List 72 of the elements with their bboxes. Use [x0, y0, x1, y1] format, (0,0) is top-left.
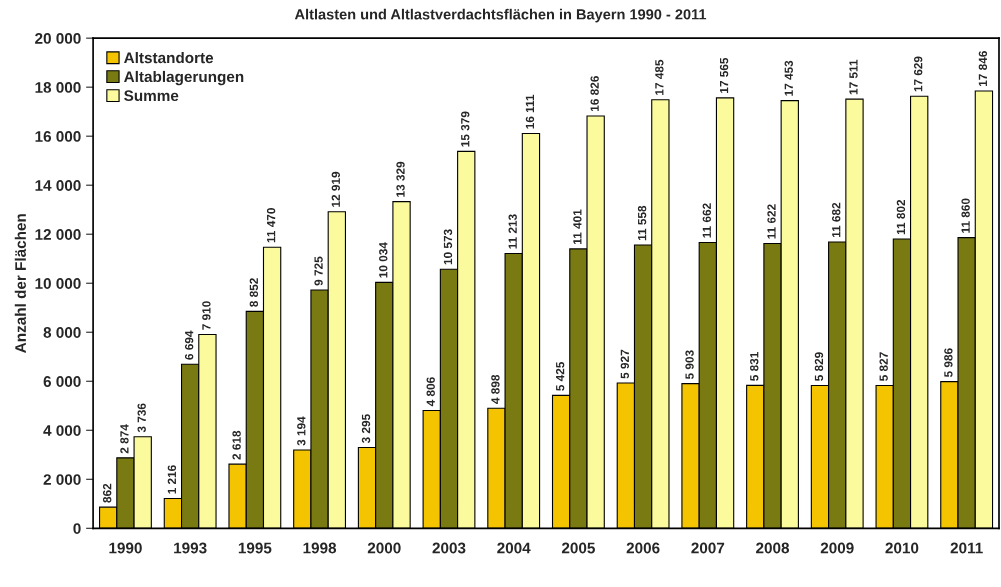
data-label: 5 903 [685, 350, 694, 380]
x-tick-label: 2004 [497, 542, 531, 554]
x-tick-label: 2010 [885, 542, 919, 554]
data-label: 17 629 [914, 56, 923, 92]
legend-label: Summe [124, 90, 179, 102]
data-label: 4 898 [491, 374, 500, 404]
data-label: 10 573 [443, 229, 453, 265]
x-tick-label: 1995 [238, 542, 272, 554]
y-tick-label: 4 000 [43, 425, 81, 436]
data-label: 12 919 [331, 171, 340, 207]
data-label: 6 694 [184, 330, 194, 360]
y-tick-label: 18 000 [35, 82, 81, 93]
data-label: 11 662 [702, 203, 711, 238]
data-label: 17 453 [784, 60, 793, 96]
data-label: 5 827 [879, 352, 888, 381]
legend-label: Altablagerungen [124, 70, 244, 86]
data-label: 5 927 [620, 349, 630, 379]
data-label: 11 470 [266, 208, 276, 243]
data-label: 15 379 [461, 111, 470, 147]
x-tick-label: 2009 [820, 542, 854, 554]
data-label: 17 511 [849, 59, 858, 95]
data-label: 2 618 [232, 430, 241, 460]
x-tick-label: 1998 [303, 542, 337, 554]
data-label: 3 295 [361, 414, 371, 444]
data-label: 1 216 [167, 465, 177, 494]
data-label: 17 846 [978, 51, 988, 87]
x-tick-label: 1993 [174, 542, 207, 554]
x-tick-label: 2006 [626, 542, 660, 554]
y-tick-label: 12 000 [35, 229, 81, 240]
x-tick-label: 2007 [691, 542, 725, 554]
y-tick-label: 14 000 [35, 180, 81, 191]
data-label: 17 485 [655, 59, 664, 95]
data-label: 17 565 [719, 57, 729, 93]
x-tick-label: 2003 [432, 542, 466, 554]
data-label: 9 725 [314, 256, 323, 286]
data-label: 10 034 [379, 242, 388, 278]
data-label: 2 874 [120, 424, 129, 454]
data-label: 11 558 [637, 205, 647, 241]
chart-title: Altlasten und Altlastverdachtsflächen in Bayern 1990 - 2011 [294, 8, 707, 23]
legend-label: Altstandorte [124, 51, 214, 64]
y-tick-label: 0 [73, 523, 81, 534]
data-label: 16 826 [590, 76, 599, 112]
data-label: 11 622 [767, 204, 776, 239]
y-tick-label: 6 000 [43, 376, 81, 387]
data-label: 4 806 [426, 377, 435, 407]
y-tick-label: 10 000 [35, 278, 81, 289]
data-label: 5 986 [944, 348, 953, 378]
data-label: 3 736 [137, 403, 146, 433]
x-tick-label: 1990 [109, 542, 142, 554]
data-label: 16 111 [525, 94, 535, 129]
x-tick-label: 2008 [756, 542, 790, 554]
data-label: 5 425 [555, 361, 565, 391]
x-tick-label: 2000 [367, 542, 401, 554]
y-tick-label: 8 000 [43, 327, 81, 338]
data-label: 11 401 [573, 209, 582, 244]
y-axis-title: Anzahl der Flächen [14, 214, 26, 353]
data-label: 5 829 [814, 352, 824, 381]
data-label: 13 329 [396, 161, 405, 197]
data-label: 11 213 [508, 214, 517, 249]
y-tick-label: 20 000 [35, 33, 81, 44]
x-tick-label: 2005 [561, 542, 595, 554]
data-label: 5 831 [750, 352, 759, 381]
data-label: 11 802 [896, 199, 906, 235]
data-label: 8 852 [249, 278, 259, 307]
y-tick-label: 16 000 [35, 131, 81, 142]
y-tick-label: 2 000 [43, 474, 81, 485]
data-label: 7 910 [202, 301, 211, 330]
data-label: 11 682 [832, 202, 841, 238]
x-tick-label: 2011 [950, 542, 983, 554]
data-label: 862 [103, 483, 112, 503]
data-label: 3 194 [297, 416, 306, 446]
data-label: 11 860 [961, 198, 970, 233]
